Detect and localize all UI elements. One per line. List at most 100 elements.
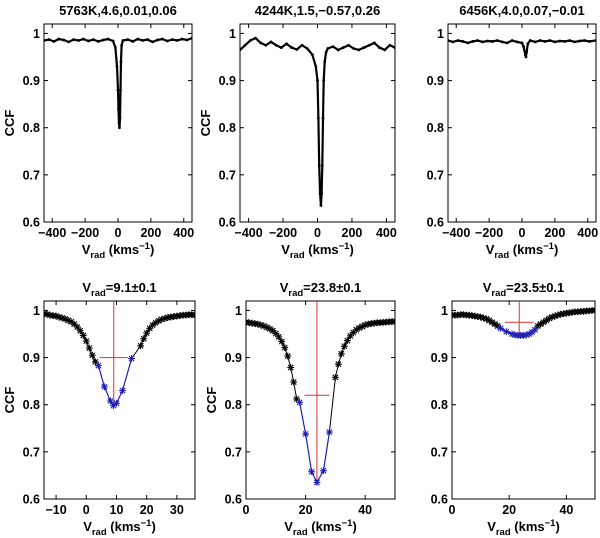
ccf-point	[316, 79, 319, 82]
data-point	[269, 327, 277, 335]
panel-title: 5763K,4.6,0.01,0.06	[59, 3, 177, 18]
ccf-point	[136, 37, 140, 41]
x-tick-label: −200	[71, 226, 99, 240]
ccf-point	[448, 39, 450, 42]
y-tick-label: 0.6	[23, 216, 40, 230]
chart-panel-5: 0 20 40 0.6 0.7 0.8 0.9 1 CCF Vrad (kms−1) Vrad=23…	[204, 280, 396, 538]
ccf-point	[520, 41, 524, 45]
y-tick-label: 0.7	[431, 445, 448, 459]
x-tick-label: 20	[140, 503, 154, 517]
y-tick-label: 0.8	[431, 398, 448, 412]
ccf-point	[388, 43, 392, 47]
ccf-point	[175, 39, 179, 42]
x-tick-label: 200	[140, 226, 161, 240]
ccf-point	[352, 47, 356, 50]
data-point	[76, 327, 84, 335]
ccf-point	[573, 40, 577, 44]
ccf-point	[317, 164, 321, 167]
x-tick-label: 40	[559, 503, 573, 517]
y-axis-label: CCF	[198, 110, 213, 137]
plot-area	[44, 301, 195, 410]
ccf-point	[264, 43, 268, 47]
ccf-point	[500, 40, 504, 44]
ccf-point	[321, 116, 325, 120]
data-point	[340, 342, 348, 350]
fit-point	[94, 362, 102, 369]
ccf-point	[254, 36, 257, 40]
ccf-point	[322, 79, 326, 82]
ccf-series-line	[44, 37, 192, 129]
ccf-point	[341, 46, 345, 49]
fit-point	[128, 355, 135, 362]
ccf-point	[314, 65, 318, 68]
ccf-point	[131, 40, 135, 43]
ccf-point	[319, 204, 323, 207]
ccf-point	[259, 41, 263, 45]
y-tick-label: 0.7	[23, 168, 40, 182]
fit-point	[107, 397, 114, 405]
ccf-point	[372, 41, 376, 45]
ccf-point	[91, 38, 95, 41]
plot-area	[452, 301, 595, 339]
x-tick-label: −200	[269, 226, 297, 240]
ccf-point	[161, 37, 164, 41]
x-tick-label: 0	[314, 226, 321, 240]
ccf-point	[525, 50, 529, 54]
data-point	[82, 337, 90, 345]
data-point	[284, 352, 292, 360]
y-axis-label: CCF	[204, 387, 219, 414]
x-axis-label: Vrad (kms−1)	[281, 241, 354, 261]
fit-point	[101, 383, 108, 391]
ccf-point	[120, 43, 124, 47]
ccf-point	[72, 38, 75, 41]
ccf-point	[336, 48, 340, 52]
axes-box	[43, 300, 196, 500]
ccf-point	[471, 40, 475, 43]
ccf-point	[290, 46, 294, 49]
plot-area	[246, 301, 395, 486]
ccf-point	[526, 42, 530, 46]
ccf-point	[101, 38, 105, 42]
data-point	[140, 335, 148, 343]
x-tick-label: 20	[299, 503, 313, 517]
y-tick-label: 0.6	[431, 493, 448, 507]
panel-title: 4244K,1.5,−0.57,0.26	[255, 3, 380, 18]
ccf-point	[269, 40, 273, 44]
ccf-point	[456, 39, 460, 42]
ccf-point	[362, 46, 366, 49]
y-tick-label: 0.6	[23, 493, 40, 507]
y-tick-label: 0.8	[219, 121, 236, 135]
panel-title: 6456K,4.0,0.07,−0.01	[459, 3, 584, 18]
ccf-point	[285, 42, 288, 46]
fit-line-blue	[299, 402, 330, 484]
y-tick-label: 0.6	[427, 216, 444, 230]
x-tick-label: −400	[38, 226, 66, 240]
plot-area	[44, 36, 192, 130]
fit-point	[531, 326, 539, 334]
y-tick-label: 0.9	[219, 74, 236, 88]
ccf-point	[87, 39, 90, 43]
ccf-point	[563, 40, 567, 43]
y-axis-label: CCF	[2, 387, 17, 414]
ccf-point	[117, 107, 120, 111]
x-tick-label: 0	[449, 503, 456, 517]
ccf-point	[451, 40, 455, 44]
ccf-point	[156, 38, 159, 42]
y-tick-label: 1	[33, 27, 40, 41]
x-tick-label: 0	[519, 226, 526, 240]
x-tick-label: −10	[45, 503, 66, 517]
ccf-point	[243, 43, 247, 47]
plot-area	[448, 39, 596, 59]
y-tick-label: 0.7	[225, 445, 242, 459]
ccf-point	[491, 40, 494, 43]
data-point	[275, 333, 283, 341]
ccf-point	[113, 46, 117, 49]
ccf-point	[116, 88, 120, 92]
chart-panel-1: −400 −200 0 200 400 0.6 0.7 0.8 0.9 1 CCF Vrad (kms…	[2, 3, 194, 261]
ccf-point	[486, 39, 489, 43]
ccf-point	[324, 50, 328, 54]
ccf-point	[67, 40, 71, 44]
ccf-point	[553, 40, 557, 44]
y-tick-label: 0.9	[431, 351, 448, 365]
ccf-point	[305, 47, 309, 50]
